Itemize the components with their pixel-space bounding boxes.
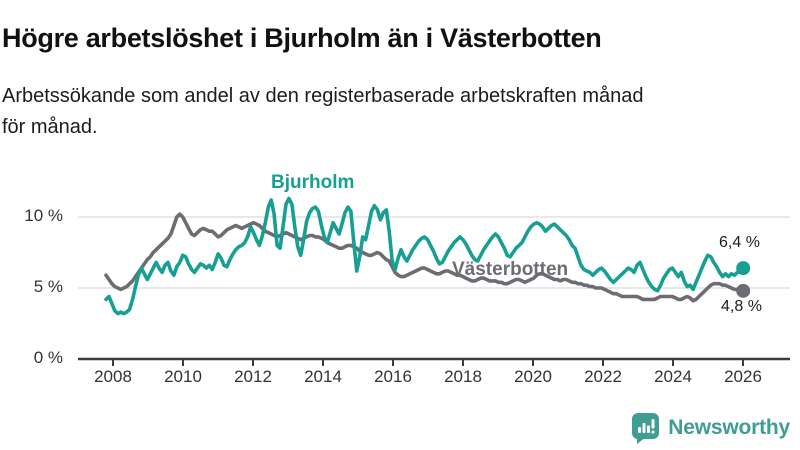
x-tick-label: 2010 [164,367,202,386]
x-tick-label: 2016 [374,367,412,386]
newsworthy-logo-text: Newsworthy [668,416,790,439]
x-tick-label: 2008 [94,367,132,386]
series-label-vasterbotten: Västerbotten [452,259,569,280]
chart-title: Högre arbetslöshet i Bjurholm än i Väste… [2,23,602,54]
y-tick-label: 0 % [33,348,63,367]
chart-subtitle: Arbetssökande som andel av den registerb… [2,81,782,143]
chart-subtitle-line2: för månad. [2,116,98,138]
x-tick-label: 2022 [584,367,622,386]
end-value-label-vasterbotten: 4,8 % [721,298,762,315]
chart-subtitle-line1: Arbetssökande som andel av den registerb… [2,85,644,107]
y-tick-label: 5 % [33,277,63,296]
newsworthy-logo[interactable]: Newsworthy [631,412,790,444]
x-tick-label: 2012 [234,367,272,386]
x-tick-label: 2026 [724,367,762,386]
x-tick-label: 2018 [444,367,482,386]
y-tick-label: 10 % [24,206,63,225]
newsworthy-logo-icon [632,413,660,444]
series-label-bjurholm: Bjurholm [271,172,355,193]
end-value-label-bjurholm: 6,4 % [719,234,760,251]
x-tick-label: 2014 [304,367,342,386]
x-tick-label: 2020 [514,367,552,386]
x-tick-label: 2024 [654,367,692,386]
